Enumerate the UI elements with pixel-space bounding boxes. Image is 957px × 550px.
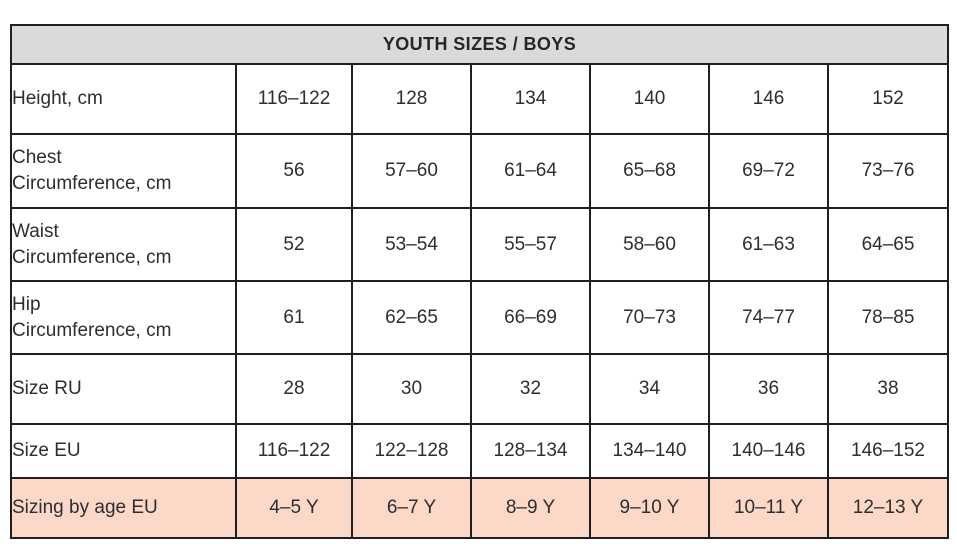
value-cell: 134–140	[589, 423, 710, 479]
value-cell: 146	[708, 63, 829, 135]
value-cell: 64–65	[827, 207, 949, 282]
value-cell: 56	[235, 133, 353, 209]
row-label: Size EU	[10, 423, 237, 479]
value-cell: 30	[351, 353, 472, 425]
value-cell: 10–11 Y	[708, 477, 829, 539]
value-cell: 78–85	[827, 280, 949, 355]
table-row: Chest Circumference, cm 56 57–60 61–64 65–68…	[10, 133, 949, 209]
value-cell: 55–57	[470, 207, 591, 282]
value-cell: 34	[589, 353, 710, 425]
value-cell: 146–152	[827, 423, 949, 479]
row-label: Chest Circumference, cm	[10, 133, 237, 209]
value-cell: 12–13 Y	[827, 477, 949, 539]
row-label: Hip Circumference, cm	[10, 280, 237, 355]
value-cell: 134	[470, 63, 591, 135]
value-cell: 69–72	[708, 133, 829, 209]
table-row: Size EU 116–122 122–128 128–134 134–140 140–1…	[10, 423, 949, 479]
value-cell: 74–77	[708, 280, 829, 355]
value-cell: 128	[351, 63, 472, 135]
value-cell: 52	[235, 207, 353, 282]
value-cell: 65–68	[589, 133, 710, 209]
value-cell: 140	[589, 63, 710, 135]
value-cell: 28	[235, 353, 353, 425]
value-cell: 73–76	[827, 133, 949, 209]
value-cell: 152	[827, 63, 949, 135]
table-title: YOUTH SIZES / BOYS	[10, 24, 949, 65]
value-cell: 122–128	[351, 423, 472, 479]
value-cell: 116–122	[235, 63, 353, 135]
value-cell: 8–9 Y	[470, 477, 591, 539]
value-cell: 58–60	[589, 207, 710, 282]
table-row: Sizing by age EU 4–5 Y 6–7 Y 8–9 Y 9–10 Y 10–…	[10, 477, 949, 539]
value-cell: 61	[235, 280, 353, 355]
value-cell: 32	[470, 353, 591, 425]
youth-sizes-table: YOUTH SIZES / BOYS Height, cm 116–122 128 1…	[10, 24, 949, 539]
value-cell: 36	[708, 353, 829, 425]
value-cell: 57–60	[351, 133, 472, 209]
table-row: Size RU 28 30 32 34 36 38	[10, 353, 949, 425]
value-cell: 70–73	[589, 280, 710, 355]
value-cell: 6–7 Y	[351, 477, 472, 539]
value-cell: 38	[827, 353, 949, 425]
table-row: Waist Circumference, cm 52 53–54 55–57 58–60…	[10, 207, 949, 282]
value-cell: 62–65	[351, 280, 472, 355]
value-cell: 4–5 Y	[235, 477, 353, 539]
table-row: Height, cm 116–122 128 134 140 146 152	[10, 63, 949, 135]
size-table-body: Height, cm 116–122 128 134 140 146 152 Chest Ci…	[10, 63, 949, 539]
row-label: Waist Circumference, cm	[10, 207, 237, 282]
row-label: Size RU	[10, 353, 237, 425]
value-cell: 116–122	[235, 423, 353, 479]
row-label: Height, cm	[10, 63, 237, 135]
value-cell: 9–10 Y	[589, 477, 710, 539]
value-cell: 66–69	[470, 280, 591, 355]
value-cell: 128–134	[470, 423, 591, 479]
value-cell: 61–63	[708, 207, 829, 282]
table-row: Hip Circumference, cm 61 62–65 66–69 70–73 74…	[10, 280, 949, 355]
value-cell: 61–64	[470, 133, 591, 209]
value-cell: 53–54	[351, 207, 472, 282]
value-cell: 140–146	[708, 423, 829, 479]
row-label: Sizing by age EU	[10, 477, 237, 539]
table-title-row: YOUTH SIZES / BOYS	[10, 24, 949, 65]
